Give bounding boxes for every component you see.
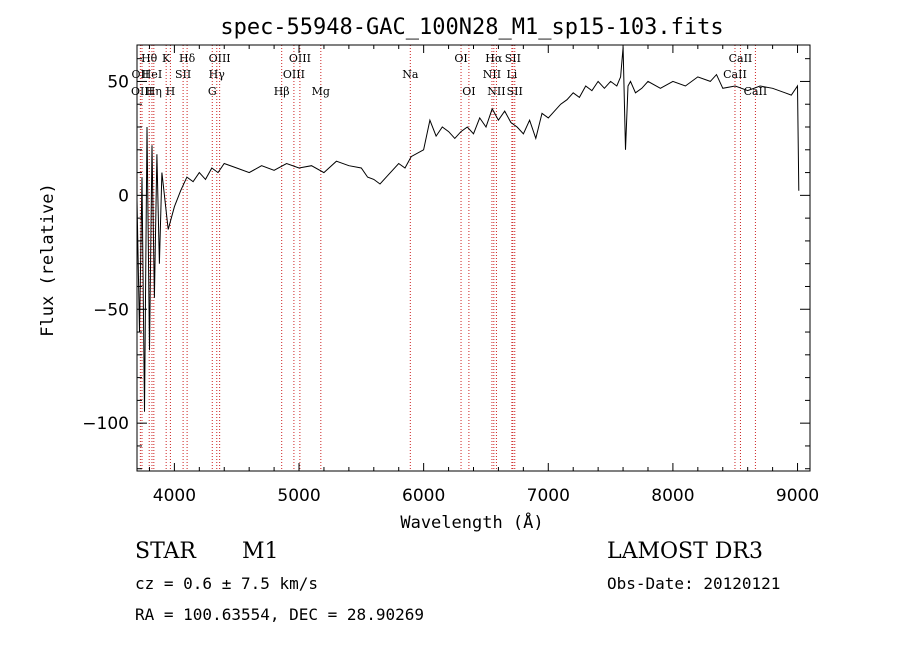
spectral-line-markers (139, 45, 756, 471)
spectral-line-label: HeI (142, 68, 162, 81)
survey-name: LAMOST DR3 (607, 539, 763, 564)
spectral-line-label: NII (487, 85, 505, 98)
spectral-line-label: Li (506, 68, 517, 81)
chart-title: spec-55948-GAC_100N28_M1_sp15-103.fits (220, 15, 723, 40)
spectral-line-label: CaII (723, 68, 747, 81)
spectral-line-label: OIII (209, 52, 231, 65)
y-tick-label: 50 (107, 72, 129, 92)
spectral-line-label: SII (505, 52, 521, 65)
observation-date: Obs-Date: 20120121 (607, 574, 781, 593)
y-axis-ticks: −100 −50 0 50 (82, 58, 810, 470)
spectrum-chart: spec-55948-GAC_100N28_M1_sp15-103.fits H… (38, 15, 819, 533)
spectral-line-label: OI (462, 85, 475, 98)
spectral-line-label: OI (454, 52, 467, 65)
object-subclass: M1 (242, 539, 279, 564)
x-tick-label: 5000 (277, 486, 320, 506)
spectral-line-label: Hδ (179, 52, 196, 65)
object-class: STAR (135, 539, 196, 564)
spectral-line-label: Hη (146, 85, 162, 98)
y-tick-label: 0 (118, 186, 129, 206)
x-tick-label: 9000 (776, 486, 819, 506)
redshift-value: cz = 0.6 ± 7.5 km/s (135, 574, 319, 593)
spectral-line-label: NII (483, 68, 501, 81)
x-axis-label: Wavelength (Å) (400, 511, 543, 533)
x-tick-label: 8000 (651, 486, 694, 506)
spectrum-line (136, 47, 800, 412)
spectral-line-label: Hα (485, 52, 503, 65)
coordinates: RA = 100.63554, DEC = 28.90269 (135, 605, 424, 624)
spectral-line-label: G (208, 85, 217, 98)
y-tick-label: −100 (82, 414, 129, 434)
spectral-line-label: OIII (283, 68, 305, 81)
spectral-line-label: CaII (729, 52, 753, 65)
x-axis-ticks: 4000 5000 6000 7000 8000 9000 (148, 45, 819, 506)
x-tick-label: 4000 (153, 486, 196, 506)
spectral-line-label: Mg (312, 85, 330, 98)
y-axis-label: Flux (relative) (38, 183, 58, 337)
y-tick-label: −50 (93, 300, 129, 320)
spectral-line-label: Hθ (141, 52, 158, 65)
spectral-line-label: Hβ (274, 85, 290, 98)
spectral-line-label: Na (402, 68, 419, 81)
spectral-line-label: OIII (131, 85, 153, 98)
x-tick-label: 7000 (527, 486, 570, 506)
spectral-line-label: OIII (289, 52, 311, 65)
spectral-line-label: CaII (744, 85, 768, 98)
spectral-line-label: Hγ (209, 68, 226, 81)
x-tick-label: 6000 (402, 486, 445, 506)
spectral-line-label: SII (175, 68, 191, 81)
spectral-line-label: H (166, 85, 176, 98)
spectral-line-label: K (162, 52, 171, 65)
spectral-line-label: SII (507, 85, 523, 98)
spectral-line-labels: Hθ OII OIII HeI Hη K SII H Hδ OIII Hγ G Hβ OIII OIII Mg… (131, 52, 767, 98)
plot-frame (136, 44, 811, 472)
spectral-line-label: OII (132, 68, 150, 81)
